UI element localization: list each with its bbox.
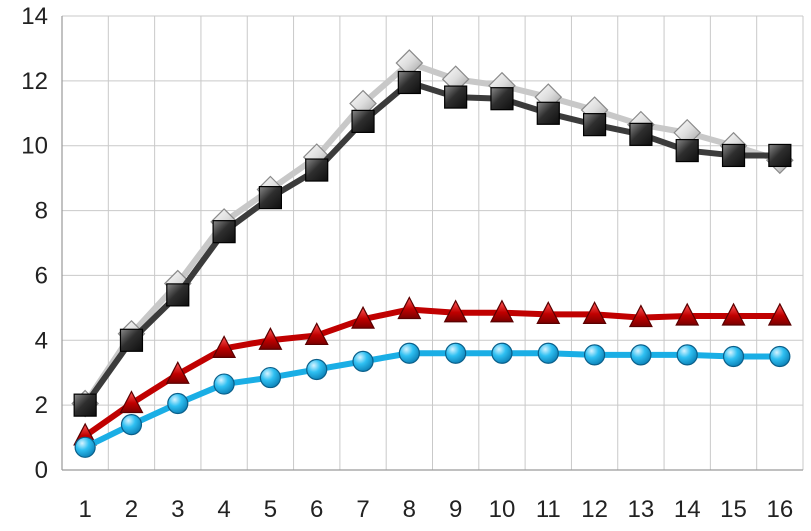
triangle-marker: [675, 302, 700, 326]
square-marker: [444, 85, 468, 109]
x-tick-label: 4: [217, 496, 230, 523]
y-tick-label: 2: [35, 392, 48, 419]
x-tick-label: 12: [581, 496, 608, 523]
square-marker: [119, 328, 144, 352]
circle-marker: [445, 342, 467, 364]
circle-marker: [74, 436, 96, 458]
circle-marker: [167, 392, 189, 415]
series-line: [82, 306, 783, 439]
triangle-marker: [443, 299, 468, 323]
circle-marker: [722, 345, 745, 368]
square-marker: [490, 87, 514, 111]
x-tick-label: 9: [449, 496, 462, 523]
triangle-marker: [397, 296, 422, 320]
y-tick-label: 10: [21, 133, 48, 160]
series-circle: [74, 342, 791, 458]
x-tick-label: 13: [628, 496, 655, 523]
circle-marker: [259, 366, 282, 389]
series-square: [73, 70, 792, 417]
square-marker: [536, 101, 560, 125]
square-marker: [721, 143, 746, 168]
triangle-marker: [304, 322, 329, 346]
circle-marker: [120, 414, 143, 436]
triangle-marker: [258, 326, 283, 350]
triangle-marker: [351, 305, 376, 329]
triangle-marker: [767, 302, 792, 326]
circle-marker: [352, 350, 374, 372]
circle-marker: [676, 344, 698, 366]
circle-marker: [398, 342, 420, 364]
x-tick-label: 5: [264, 496, 277, 523]
x-tick-label: 1: [78, 496, 91, 523]
y-tick-label: 0: [35, 457, 48, 484]
square-marker: [629, 122, 653, 146]
square-marker: [351, 109, 375, 133]
y-tick-label: 6: [35, 262, 48, 289]
square-marker: [305, 158, 329, 182]
y-tick-label: 14: [21, 3, 48, 30]
square-marker: [582, 113, 607, 137]
square-marker: [258, 186, 283, 210]
x-tick-label: 15: [720, 496, 747, 523]
circle-marker: [630, 344, 652, 366]
triangle-marker: [536, 301, 561, 324]
x-tick-label: 8: [403, 496, 416, 523]
y-tick-label: 8: [35, 198, 48, 225]
square-marker: [212, 220, 236, 244]
y-tick-label: 4: [35, 327, 48, 354]
square-marker: [675, 138, 699, 163]
triangle-marker: [212, 335, 237, 358]
square-marker: [397, 70, 421, 95]
triangle-marker: [165, 361, 190, 384]
series-group: [71, 49, 794, 458]
triangle-marker: [119, 390, 144, 414]
x-tick-label: 3: [171, 496, 184, 523]
circle-marker: [537, 342, 559, 364]
triangle-marker: [489, 299, 514, 323]
triangle-marker: [582, 301, 607, 324]
square-marker: [768, 143, 792, 168]
x-tick-label: 11: [536, 496, 561, 523]
circle-marker: [306, 358, 328, 381]
x-tick-label: 10: [489, 496, 516, 523]
triangle-marker: [628, 304, 653, 328]
x-tick-label: 16: [766, 496, 793, 523]
square-marker: [166, 283, 190, 307]
series-line: [82, 79, 783, 409]
triangle-marker: [721, 302, 746, 326]
axes: [61, 16, 803, 471]
series-triangle: [73, 296, 792, 446]
x-tick-label: 6: [310, 496, 323, 523]
circle-marker: [583, 344, 606, 366]
series-line: [82, 60, 783, 407]
circle-marker: [213, 373, 235, 395]
series-line: [82, 350, 783, 451]
y-tick-label: 12: [21, 68, 48, 95]
square-marker: [73, 393, 97, 417]
x-tick-label: 7: [356, 496, 369, 523]
circle-marker: [491, 342, 513, 364]
x-tick-label: 2: [125, 496, 138, 523]
circle-marker: [769, 345, 791, 368]
x-tick-label: 14: [674, 496, 701, 523]
grid: [62, 15, 804, 470]
